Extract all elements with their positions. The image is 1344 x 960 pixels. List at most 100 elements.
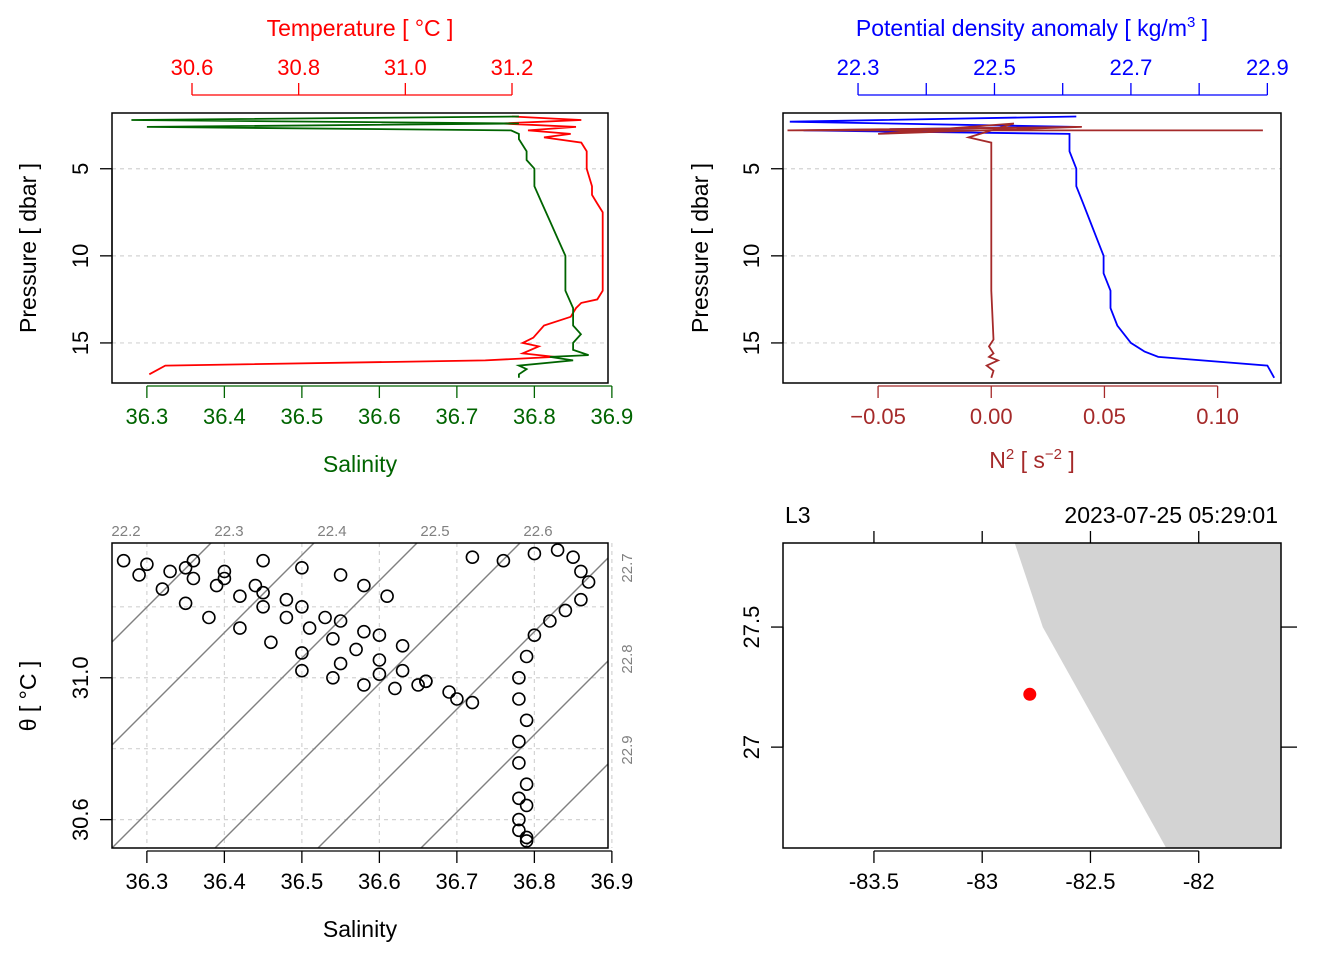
ts-point [519,834,534,848]
ts-point [395,638,410,653]
tick-label: 0.05 [1083,404,1126,429]
tick-label: 31.2 [491,55,534,80]
ts-point [442,685,456,699]
ts-point [202,610,216,625]
ts-point [264,635,278,650]
isopycnal-label: 22.3 [214,523,243,540]
isopycnal-line [420,660,608,848]
land-polygon [1014,543,1281,848]
ts-point [295,599,309,614]
tick-label: 36.8 [513,869,556,894]
isopycnal-label: 22.8 [619,644,636,673]
ts-point [155,582,170,596]
ts-point [326,670,340,685]
tick-label: 22.3 [837,55,880,80]
ts-point [581,575,596,589]
isopycnal-line [214,543,521,848]
tick-label: 22.7 [1110,55,1153,80]
ts-point [519,798,534,813]
salinity-line [131,115,589,378]
ts-point [333,614,348,628]
density-line [789,115,1275,379]
tick-label: -82.5 [1065,869,1115,894]
ts-point [543,614,557,628]
tick-label: 27 [739,735,764,759]
tick-label: 30.8 [277,55,320,80]
ts-point [550,543,565,557]
ts-point [140,557,154,572]
isopycnal-label: 22.5 [420,523,449,540]
y-axis-label: Pressure [ dbar ] [15,163,41,333]
tick-label: −0.05 [850,404,906,429]
x-axis-label: Salinity [323,916,398,942]
ts-point [512,756,526,770]
ts-point [186,571,201,586]
ts-point [372,667,387,682]
isopycnal-label: 22.4 [317,523,346,540]
ts-point [349,642,363,657]
isopycnal-label: 22.2 [111,523,140,540]
ts-point [519,777,534,792]
tick-label: 36.4 [203,404,246,429]
tick-label: 31.0 [68,656,93,699]
isopycnal-line [112,543,418,848]
ts-point [512,823,526,838]
tick-label: 31.0 [384,55,427,80]
panel-ts-diagram: 30.6 31.0 36.3 36.4 36.5 36.6 36.7 36.8 36.9 22… [15,523,636,942]
tick-label: 36.3 [125,404,168,429]
ts-point [395,663,410,678]
ts-point [116,553,131,568]
bottom-axis-label: Salinity [323,451,398,477]
ts-point [302,621,317,635]
top-axis-label: Potential density anomaly [ kg/m3 ] [856,14,1208,41]
tick-label: 30.6 [171,55,214,80]
ts-point [132,568,146,582]
ts-point [512,692,526,706]
ts-point [419,674,433,689]
ts-point [519,713,534,728]
ts-point [233,621,247,635]
tick-label: 36.4 [203,869,246,894]
ts-point [233,589,247,604]
tick-label: 30.6 [68,798,93,841]
ts-point [465,550,480,565]
ts-point [357,678,371,692]
ts-point [163,564,177,579]
tick-label: 36.7 [435,869,478,894]
ts-point [357,578,371,593]
panel-density-n2: 5 10 15 22.3 22.5 22.7 22.9 −0.05 0.00 0.05 0.10… [687,14,1289,473]
ts-point [566,550,580,565]
isopycnal-line [523,763,608,848]
ts-point [512,670,526,685]
ts-point [519,649,534,664]
isopycnal-label: 22.7 [619,553,636,582]
tick-label: 36.6 [358,404,401,429]
ts-point [256,585,270,600]
station-name: L3 [785,502,811,528]
tick-label: -82 [1183,869,1215,894]
ts-point [295,560,309,575]
tick-label: 22.9 [1246,55,1289,80]
ts-point [512,734,526,749]
ts-point [380,589,394,604]
ts-point [388,681,402,696]
ts-point [411,678,425,692]
ts-point [295,663,309,678]
panel-temperature-salinity: 5 10 15 30.6 30.8 31.0 31.2 36.3 36.4 36.5 36.6 3… [15,15,633,477]
tick-label: 36.7 [435,404,478,429]
ts-point [465,695,480,710]
ts-point [496,553,511,568]
ts-point [326,631,340,646]
ts-point [178,596,193,611]
tick-label: 5 [68,163,93,175]
ts-point [248,578,263,593]
panel-station-map: 27 27.5 -83.5 -83 -82.5 -82 L3 2023-07-25 05… [739,502,1297,894]
tick-label: -83.5 [849,869,899,894]
station-time: 2023-07-25 05:29:01 [1064,502,1278,528]
top-axis-label: Temperature [ °C ] [267,15,454,41]
tick-label: 27.5 [739,606,764,649]
tick-label: 0.00 [970,404,1013,429]
tick-label: 36.3 [125,869,168,894]
station-marker [1023,687,1037,701]
